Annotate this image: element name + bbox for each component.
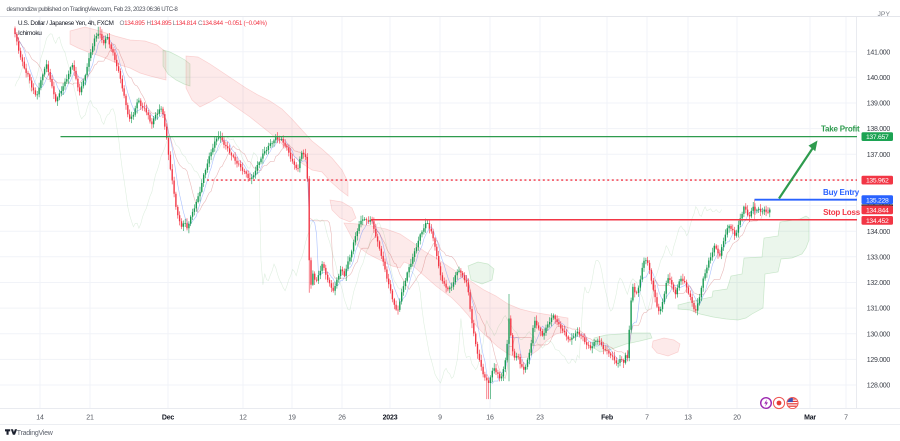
svg-text:7: 7 [645,415,649,422]
svg-text:21: 21 [86,415,94,422]
svg-text:134.000: 134.000 [867,229,891,236]
svg-text:129.000: 129.000 [867,357,891,364]
svg-text:137.000: 137.000 [867,152,891,159]
svg-text:138.000: 138.000 [867,126,891,133]
svg-text:U.S. Dollar / Japanese Yen, 4h: U.S. Dollar / Japanese Yen, 4h, FXCM O134… [18,20,267,27]
svg-text:desmondizw published on Tradin: desmondizw published on TradingView.com,… [7,6,179,13]
svg-text:128.000: 128.000 [867,383,891,390]
svg-text:131.000: 131.000 [867,306,891,313]
svg-text:14: 14 [36,415,44,422]
svg-text:135.962: 135.962 [866,178,889,185]
svg-text:134.452: 134.452 [866,218,889,225]
svg-text:139.000: 139.000 [867,101,891,108]
svg-text:Ichimoku: Ichimoku [18,30,42,37]
svg-text:133.000: 133.000 [867,254,891,261]
svg-text:20: 20 [733,415,741,422]
svg-text:19: 19 [288,415,296,422]
svg-text:TradingView: TradingView [17,430,54,437]
svg-text:130.000: 130.000 [867,331,891,338]
svg-text:Feb: Feb [601,415,613,422]
svg-text:16: 16 [486,415,494,422]
svg-text:2023: 2023 [383,415,398,422]
svg-text:132.000: 132.000 [867,280,891,287]
svg-text:13: 13 [684,415,692,422]
svg-text:23: 23 [536,415,544,422]
svg-text:26: 26 [338,415,346,422]
svg-text:Mar: Mar [804,415,816,422]
svg-text:Take Profit: Take Profit [821,125,860,134]
svg-text:9: 9 [438,415,442,422]
svg-text:Dec: Dec [162,415,175,422]
svg-text:137.657: 137.657 [866,134,889,141]
svg-text:141.000: 141.000 [867,49,891,56]
svg-text:12: 12 [239,415,247,422]
svg-text:JPY: JPY [878,11,891,18]
svg-text:135.228: 135.228 [866,197,889,204]
svg-text:140.000: 140.000 [867,75,891,82]
svg-text:Buy Entry: Buy Entry [823,188,860,197]
svg-text:7: 7 [844,415,848,422]
svg-text:134.844: 134.844 [866,208,889,215]
svg-text:Stop Loss: Stop Loss [823,208,861,217]
